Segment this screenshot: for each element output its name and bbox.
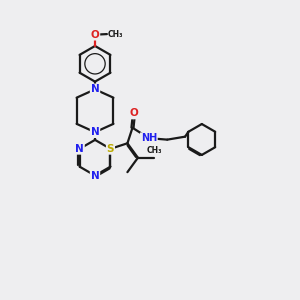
Text: NH: NH xyxy=(141,133,157,143)
Text: N: N xyxy=(91,84,99,94)
Text: CH₃: CH₃ xyxy=(146,146,162,155)
Text: S: S xyxy=(107,144,114,154)
Text: N: N xyxy=(91,171,99,181)
Text: O: O xyxy=(91,30,99,40)
Text: CH₃: CH₃ xyxy=(108,30,124,39)
Text: N: N xyxy=(75,144,84,154)
Text: O: O xyxy=(130,109,138,118)
Text: N: N xyxy=(91,127,99,137)
